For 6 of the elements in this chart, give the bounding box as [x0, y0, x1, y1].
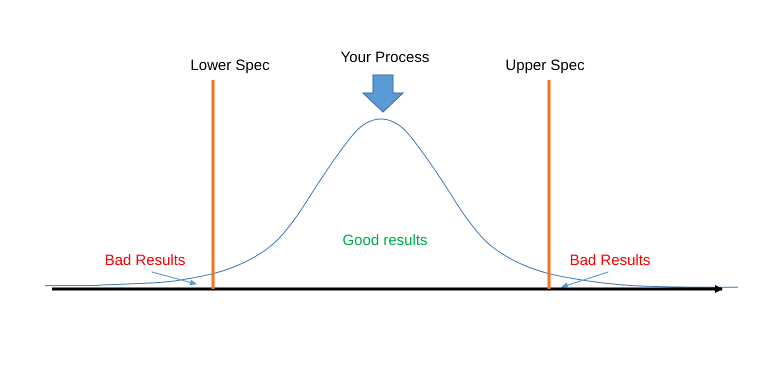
annotation: Good results	[342, 232, 428, 249]
text: Your Process	[340, 49, 430, 66]
text: Lower Spec	[190, 57, 270, 74]
annotation: Bad Results	[570, 252, 650, 269]
text: Upper Spec	[505, 57, 586, 74]
annotation: Bad Results	[104, 252, 186, 269]
